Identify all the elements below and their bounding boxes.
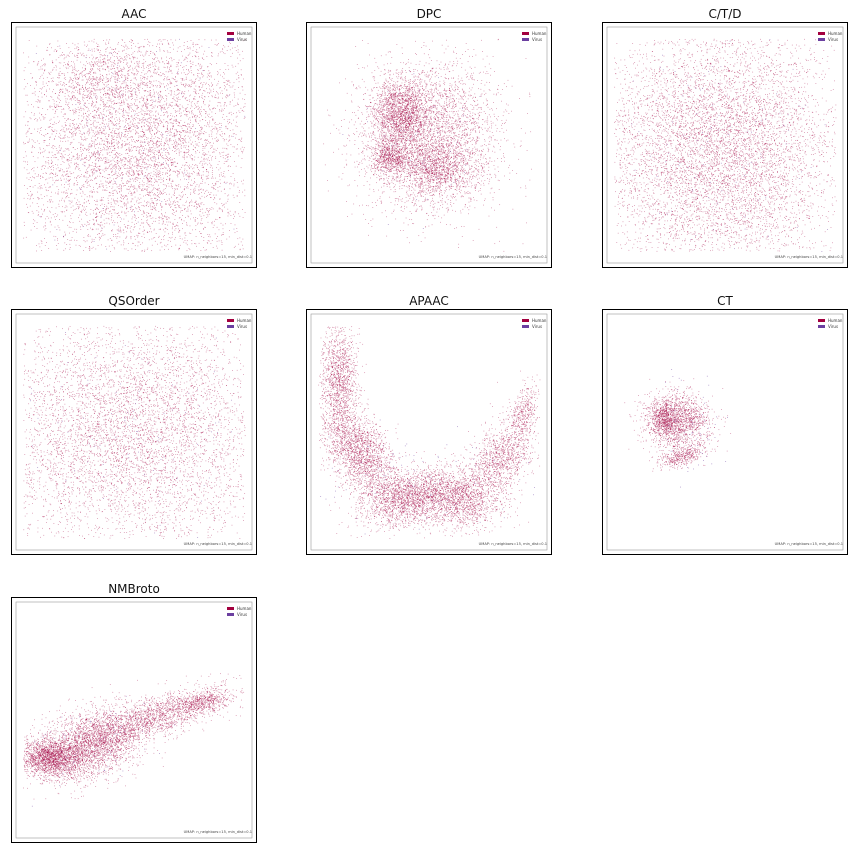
inner-frame [606, 313, 844, 551]
legend-label-human: Human [828, 318, 843, 323]
legend-swatch-human [522, 32, 529, 35]
legend-label-virus: Virus [828, 37, 838, 42]
axes-frame [602, 309, 848, 555]
legend-swatch-virus [818, 38, 825, 41]
panel-title: QSOrder [11, 292, 257, 310]
umap-annotation: UMAP: n_neighbors=15, min_dist=0.1 [184, 255, 252, 259]
umap-annotation: UMAP: n_neighbors=15, min_dist=0.1 [184, 542, 252, 546]
legend-swatch-virus [522, 325, 529, 328]
umap-annotation: UMAP: n_neighbors=15, min_dist=0.1 [775, 255, 843, 259]
legend-swatch-human [818, 32, 825, 35]
legend-label-human: Human [237, 606, 252, 611]
legend-swatch-virus [227, 38, 234, 41]
legend-label-human: Human [828, 31, 843, 36]
legend-label-human: Human [532, 31, 547, 36]
series-virus [665, 369, 728, 488]
series-human [614, 38, 837, 252]
legend-label-virus: Virus [237, 324, 247, 329]
legend-swatch-human [227, 319, 234, 322]
legend-label-human: Human [237, 318, 252, 323]
series-human [23, 38, 246, 252]
legend-label-virus: Virus [237, 612, 247, 617]
axes-frame [306, 309, 552, 555]
axes-frame [11, 22, 257, 268]
legend-label-virus: Virus [532, 324, 542, 329]
inner-frame [15, 601, 253, 839]
series-human [624, 378, 732, 472]
legend-label-human: Human [237, 31, 252, 36]
inner-frame [15, 313, 253, 551]
series-human [23, 673, 245, 800]
legend-swatch-virus [227, 325, 234, 328]
inner-frame [15, 26, 253, 264]
series-virus [631, 39, 828, 252]
series-human [318, 326, 541, 539]
series-virus [342, 70, 481, 229]
inner-frame [310, 26, 548, 264]
series-virus [31, 695, 175, 807]
umap-annotation: UMAP: n_neighbors=15, min_dist=0.1 [775, 542, 843, 546]
series-human [323, 38, 532, 252]
inner-frame [310, 313, 548, 551]
legend-label-human: Human [532, 318, 547, 323]
series-human [23, 325, 246, 539]
axes-frame [306, 22, 552, 268]
axes-frame [11, 309, 257, 555]
legend-label-virus: Virus [237, 37, 247, 42]
legend-swatch-virus [818, 325, 825, 328]
legend-label-virus: Virus [532, 37, 542, 42]
umap-annotation: UMAP: n_neighbors=15, min_dist=0.1 [184, 830, 252, 834]
panel-title: APAAC [306, 292, 552, 310]
panel-title: AAC [11, 5, 257, 23]
legend-swatch-virus [227, 613, 234, 616]
umap-annotation: UMAP: n_neighbors=15, min_dist=0.1 [479, 542, 547, 546]
legend-swatch-human [522, 319, 529, 322]
inner-frame [606, 26, 844, 264]
legend-swatch-human [227, 32, 234, 35]
legend-label-virus: Virus [828, 324, 838, 329]
panel-title: DPC [306, 5, 552, 23]
legend-swatch-human [818, 319, 825, 322]
series-virus [35, 38, 246, 250]
axes-frame [11, 597, 257, 843]
umap-annotation: UMAP: n_neighbors=15, min_dist=0.1 [479, 255, 547, 259]
panel-title: C/T/D [602, 5, 848, 23]
legend-swatch-human [227, 607, 234, 610]
panel-title: CT [602, 292, 848, 310]
series-virus [30, 332, 232, 538]
series-virus [320, 419, 535, 535]
legend-swatch-virus [522, 38, 529, 41]
panel-title: NMBroto [11, 580, 257, 598]
